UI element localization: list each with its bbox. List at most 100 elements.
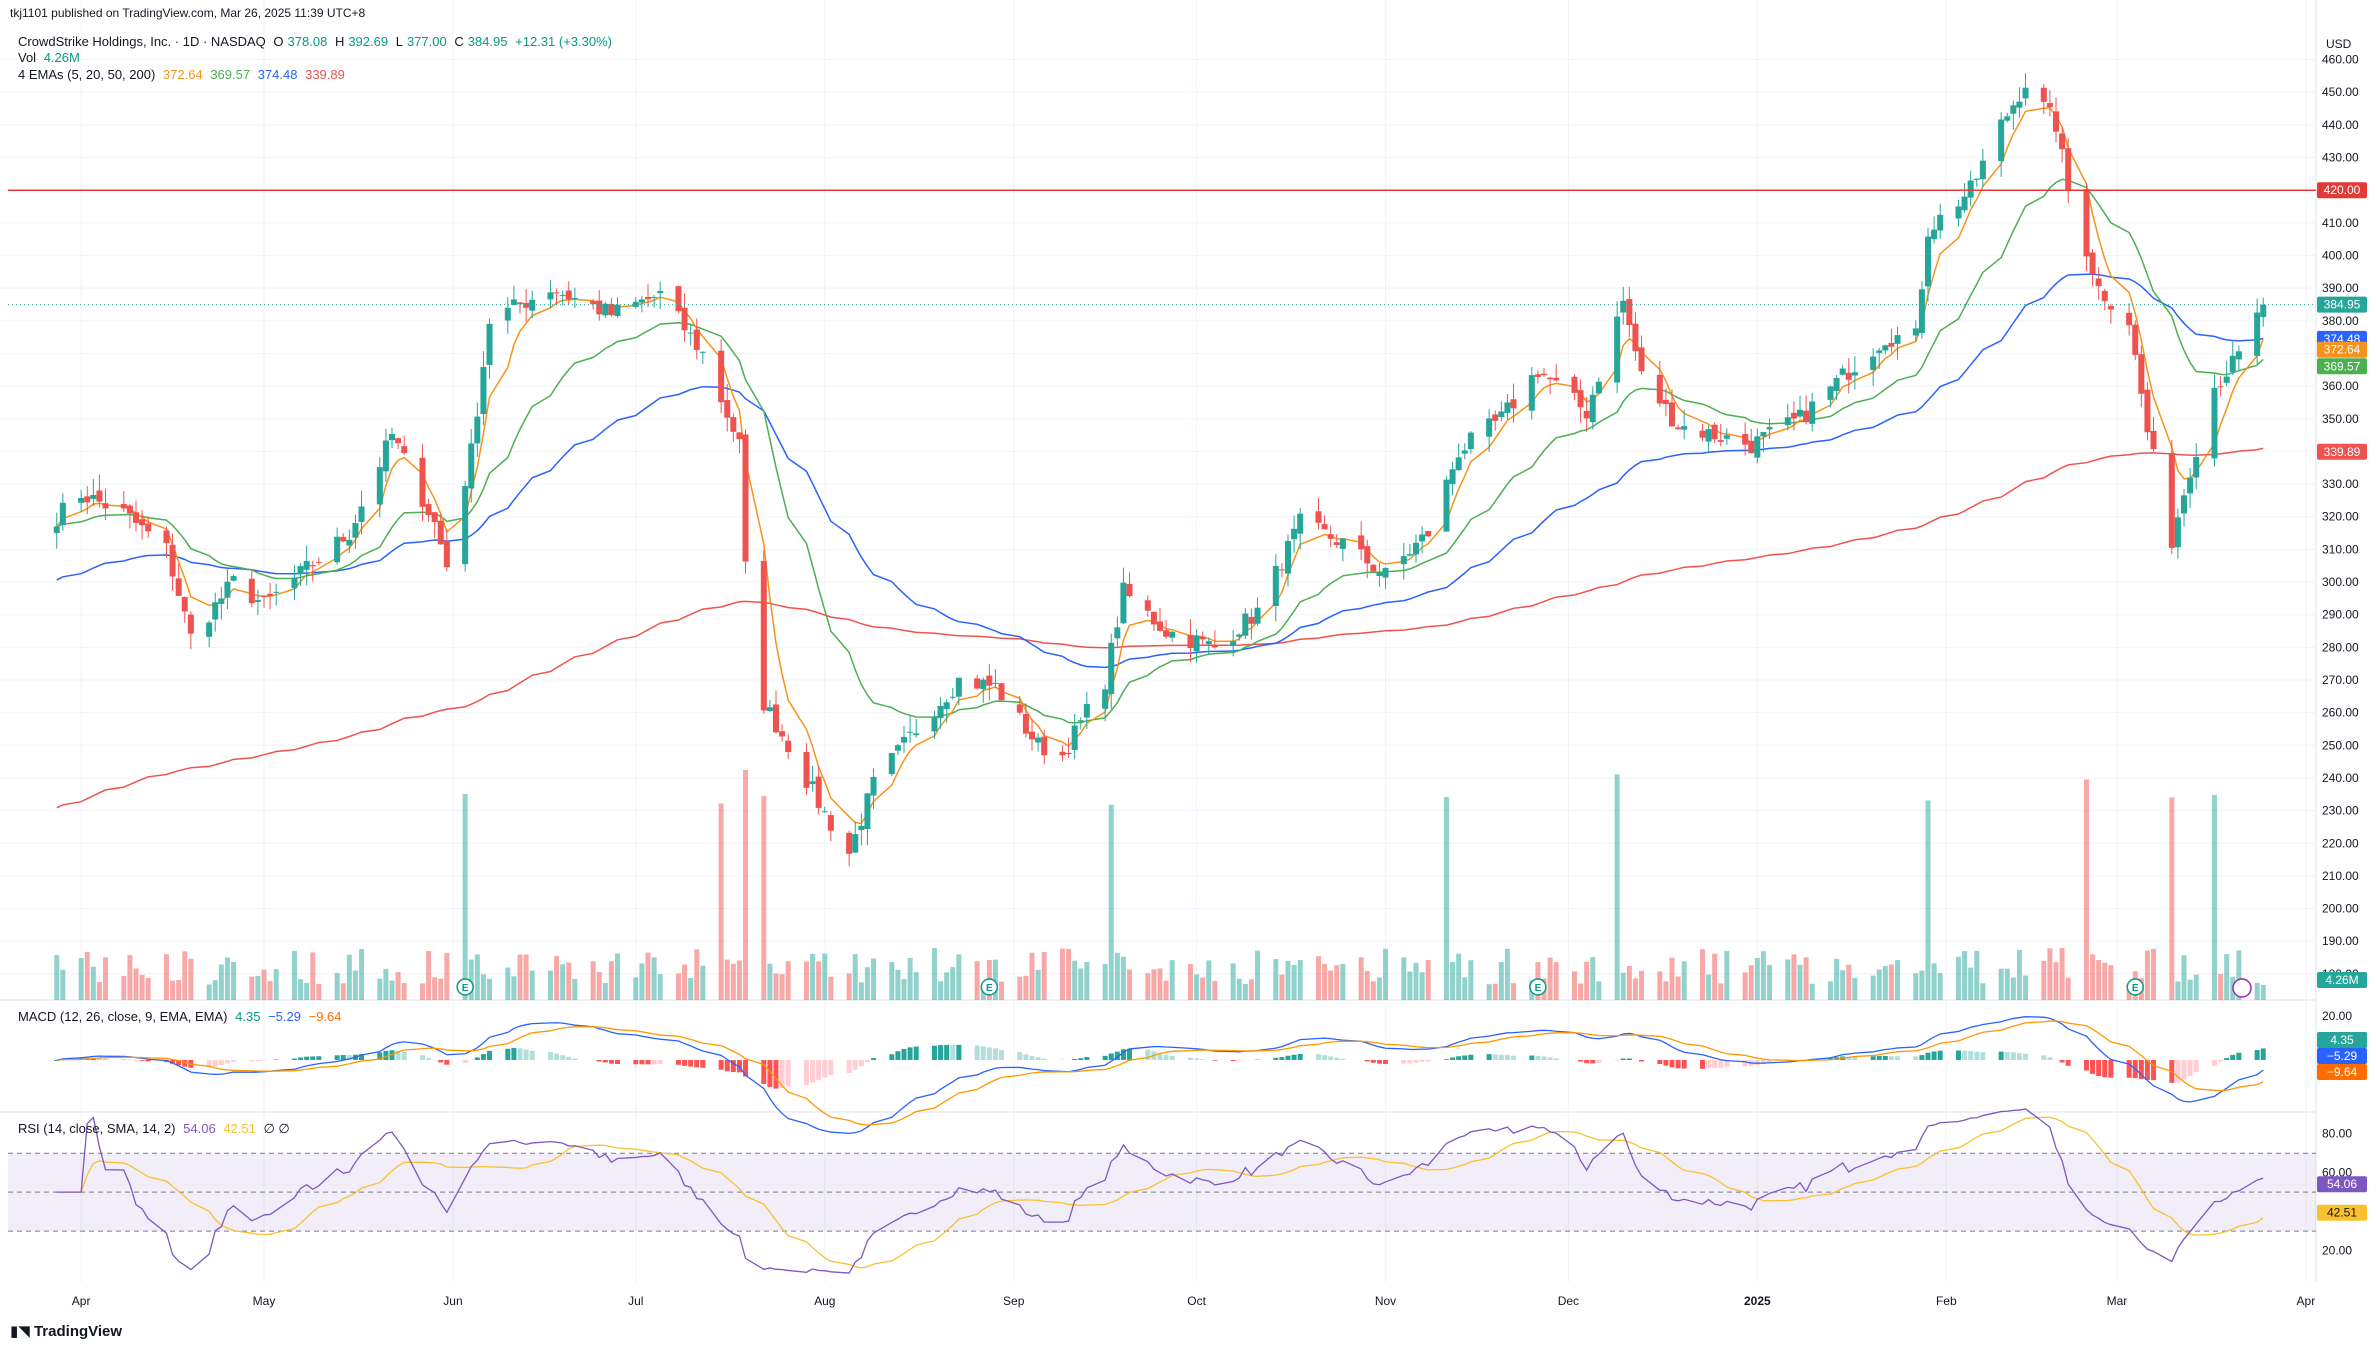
volume-bar	[395, 972, 401, 1000]
volume-bar	[1827, 981, 1833, 1000]
macd-histogram-bar	[682, 1060, 688, 1066]
y-tick-label: 220.00	[2322, 836, 2359, 850]
volume-bar	[2059, 947, 2065, 1000]
macd-histogram-bar	[1340, 1058, 1346, 1060]
y-tick-label: 430.00	[2322, 151, 2359, 165]
candle-body	[937, 705, 944, 719]
candle-body	[1577, 390, 1584, 408]
candle-body	[315, 561, 322, 563]
volume-bar	[2102, 962, 2108, 1000]
volume-bar	[828, 976, 834, 1000]
volume-bar	[1834, 958, 1840, 1000]
volume-legend: Vol 4.26M	[18, 50, 84, 65]
candle-body	[1589, 394, 1596, 423]
macd-histogram-bar	[2175, 1060, 2181, 1083]
macd-histogram-bar	[1962, 1050, 1968, 1060]
macd-histogram-bar	[1626, 1058, 1632, 1060]
macd-histogram-bar	[810, 1060, 816, 1083]
macd-histogram-bar	[816, 1060, 822, 1081]
macd-histogram-bar	[1492, 1054, 1498, 1060]
candle-body	[1022, 713, 1029, 734]
symbol-title[interactable]: CrowdStrike Holdings, Inc. · 1D · NASDAQ	[18, 34, 266, 49]
macd-histogram-bar	[2254, 1050, 2260, 1060]
macd-histogram-bar	[1724, 1060, 1730, 1067]
macd-label[interactable]: MACD (12, 26, close, 9, EMA, EMA)	[18, 1009, 228, 1024]
volume-bar	[1498, 962, 1504, 1000]
y-tick-label: 350.00	[2322, 412, 2359, 426]
macd-histogram-bar	[999, 1050, 1005, 1060]
volume-bar	[1919, 970, 1925, 1000]
macd-histogram-bar	[730, 1060, 736, 1073]
volume-bar	[1297, 960, 1303, 1000]
macd-value-box	[2317, 1064, 2367, 1080]
macd-histogram-bar	[1919, 1055, 1925, 1060]
symbol-legend: CrowdStrike Holdings, Inc. · 1D · NASDAQ…	[18, 34, 616, 49]
candle-body	[2089, 252, 2096, 275]
rsi-y-tick: 20.00	[2322, 1244, 2352, 1258]
macd-histogram-bar	[1998, 1051, 2004, 1060]
volume-bar	[121, 976, 127, 1000]
volume-bar	[340, 983, 346, 1000]
x-tick-label: Nov	[1375, 1294, 1396, 1308]
volume-label[interactable]: Vol	[18, 50, 37, 65]
candle-body	[1016, 704, 1023, 713]
resistance-price-label-box	[2317, 182, 2367, 199]
rsi-value-box	[2317, 1176, 2367, 1193]
earnings-circle	[2126, 978, 2144, 996]
volume-bar	[474, 954, 480, 1000]
candle-body	[1961, 196, 1968, 211]
macd-histogram-bar	[895, 1051, 901, 1060]
macd-histogram-bar	[1718, 1060, 1724, 1068]
y-tick-label: 400.00	[2322, 249, 2359, 263]
volume-bar	[432, 977, 438, 1000]
candle-body	[2217, 386, 2224, 388]
macd-histogram-bar	[1273, 1057, 1279, 1060]
volume-bar	[913, 972, 919, 1000]
ema-legend: 4 EMAs (5, 20, 50, 200) 372.64 369.57 37…	[18, 67, 349, 82]
candle-body	[1248, 616, 1255, 624]
volume-bar	[1803, 957, 1809, 1000]
candle-body	[803, 752, 810, 788]
candle-body	[78, 498, 85, 503]
candle-body	[1321, 524, 1328, 530]
candle-body	[261, 596, 267, 598]
rsi-label[interactable]: RSI (14, close, SMA, 14, 2)	[18, 1121, 176, 1136]
macd-histogram-bar	[852, 1060, 858, 1070]
candle-body	[1998, 119, 2005, 162]
macd-histogram-bar	[523, 1049, 529, 1060]
rsi-line	[56, 1108, 2264, 1274]
candle-body	[1376, 572, 1383, 576]
macd-histogram-bar	[2065, 1060, 2071, 1066]
tradingview-logo[interactable]: ▮◥ TradingView	[10, 1322, 122, 1340]
macd-histogram-bar	[1699, 1060, 1705, 1069]
macd-legend: MACD (12, 26, close, 9, EMA, EMA) 4.35 −…	[18, 1009, 346, 1024]
ema-label[interactable]: 4 EMAs (5, 20, 50, 200)	[18, 67, 156, 82]
volume-bar	[688, 978, 694, 1000]
candle-body	[2095, 278, 2102, 287]
volume-bar	[950, 967, 956, 1000]
macd-histogram-bar	[1535, 1055, 1541, 1060]
volume-bar	[1547, 957, 1553, 1000]
macd-histogram-bar	[1187, 1057, 1193, 1060]
macd-hist-value: 4.35	[235, 1009, 261, 1024]
candle-body	[1925, 236, 1931, 287]
ema5-price-label-text: 372.64	[2324, 343, 2361, 357]
macd-histogram-bar	[651, 1060, 657, 1065]
candle-body	[218, 598, 225, 604]
volume-bar	[1169, 960, 1175, 1000]
candle-body	[693, 329, 700, 350]
candle-body	[517, 302, 523, 305]
candle-body	[1498, 411, 1505, 417]
volume-bar	[1809, 983, 1815, 1000]
candle-body	[1419, 534, 1426, 542]
macd-line	[56, 1016, 2264, 1135]
candle-body	[2040, 87, 2047, 102]
candle-body	[2046, 103, 2053, 108]
macd-histogram-bar	[1078, 1058, 1084, 1060]
volume-bar	[1620, 972, 1626, 1000]
candle-body	[1888, 342, 1895, 347]
volume-bar	[1370, 981, 1376, 1000]
x-tick-label: May	[253, 1294, 276, 1308]
candle-body	[913, 733, 920, 736]
